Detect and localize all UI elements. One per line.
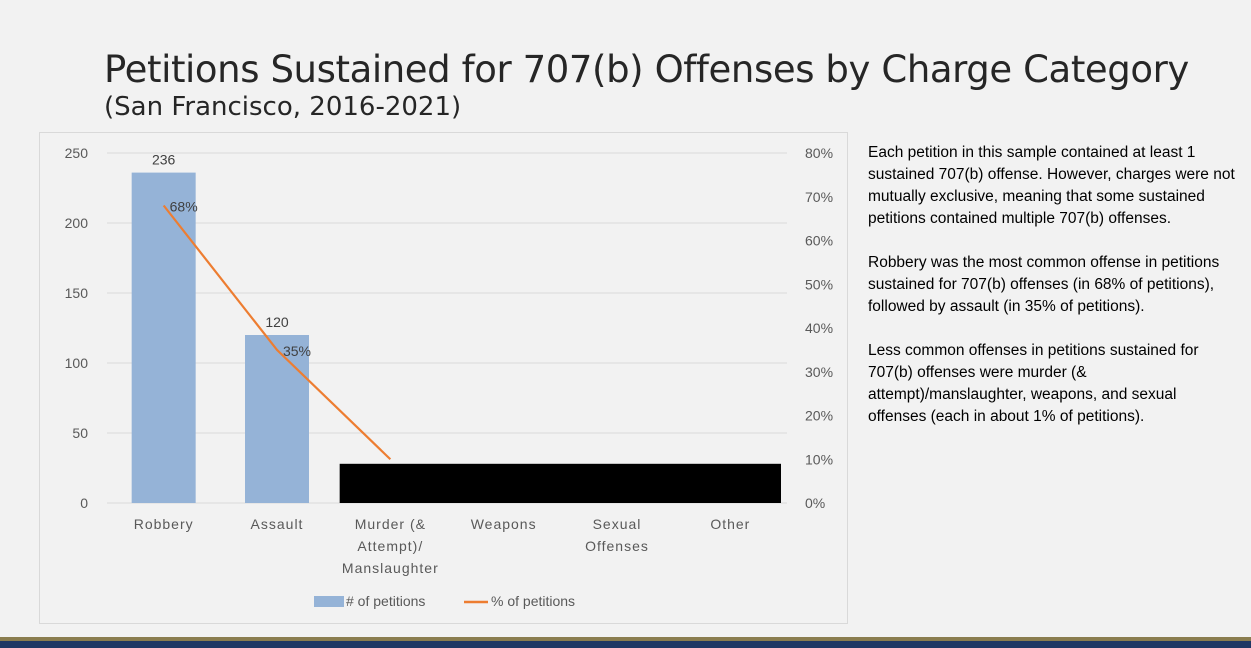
y-right-tick-label: 30% [805, 364, 833, 380]
note-paragraph-2: Robbery was the most common offense in p… [868, 254, 1220, 315]
y-right-tick-label: 20% [805, 408, 833, 424]
bar [131, 172, 196, 503]
bar [245, 335, 309, 503]
y-right-tick-label: 10% [805, 451, 833, 467]
slide-title: Petitions Sustained for 707(b) Offenses … [104, 48, 1189, 91]
x-category-label: Murder (& [355, 516, 426, 532]
y-right-tick-label: 40% [805, 320, 833, 336]
x-category-label: Offenses [585, 538, 649, 554]
legend-label-line: % of petitions [491, 593, 575, 609]
redaction-block [339, 463, 781, 503]
x-category-label: Assault [251, 516, 304, 532]
slide-subtitle: (San Francisco, 2016-2021) [104, 92, 462, 122]
chart-area: 0 50 100 150 200 250 0% 10% 20% 30% 40% 50% 60% 70% 80… [39, 132, 848, 624]
y-right-tick-label: 60% [805, 233, 833, 249]
y-left-tick-label: 100 [65, 355, 89, 371]
line-data-label: 68% [170, 199, 198, 215]
notes-panel: Each petition in this sample contained a… [868, 142, 1238, 450]
x-category-label: Manslaughter [342, 560, 439, 576]
x-category-label: Sexual [593, 516, 642, 532]
line-series [162, 204, 392, 461]
footer-accent-bar [0, 637, 1251, 641]
x-category-label: Weapons [471, 516, 537, 532]
y-left-tick-label: 0 [80, 495, 88, 511]
footer-bar [0, 641, 1251, 648]
x-category-label: Robbery [134, 516, 194, 532]
line-data-label: 35% [283, 343, 311, 359]
bar-data-label: 120 [265, 314, 289, 330]
y-right-tick-label: 70% [805, 189, 833, 205]
y-right-tick-label: 80% [805, 145, 833, 161]
legend-label-bars: # of petitions [346, 593, 425, 609]
y-right-tick-label: 0% [805, 495, 825, 511]
y-left-tick-label: 200 [65, 215, 89, 231]
x-category-label: Attempt)/ [357, 538, 423, 554]
note-paragraph-3: Less common offenses in petitions sustai… [868, 342, 1199, 425]
y-left-tick-label: 50 [72, 425, 88, 441]
x-category-label: Other [710, 516, 750, 532]
y-right-tick-label: 50% [805, 276, 833, 292]
combo-chart: 0 50 100 150 200 250 0% 10% 20% 30% 40% 50% 60% 70% 80… [65, 145, 833, 609]
legend-swatch-bars [314, 596, 344, 607]
bar-data-label: 236 [152, 152, 176, 168]
note-paragraph-1: Each petition in this sample contained a… [868, 144, 1235, 227]
y-left-tick-label: 150 [65, 285, 89, 301]
y-left-tick-label: 250 [65, 145, 89, 161]
